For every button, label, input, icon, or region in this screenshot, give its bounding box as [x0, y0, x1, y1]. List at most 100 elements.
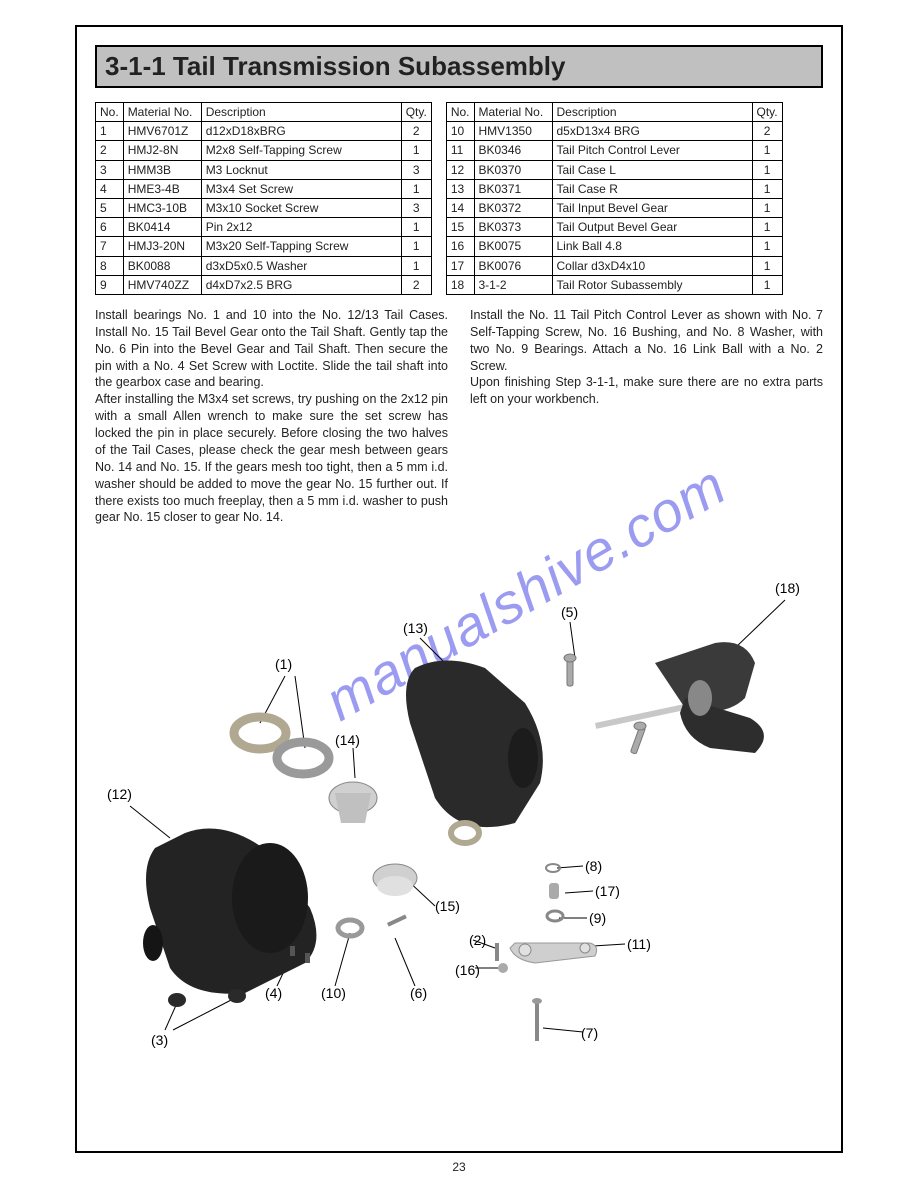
part-input-bevel-gear	[329, 782, 377, 823]
cell-mat: HMV6701Z	[123, 122, 201, 141]
callout-label: (17)	[595, 883, 620, 899]
cell-qty: 2	[752, 122, 782, 141]
exploded-diagram: (1)(12)(13)(14)(5)(18)(15)(2)(8)(17)(9)(…	[95, 548, 823, 1098]
col-mat-header: Material No.	[123, 103, 201, 122]
cell-mat: HMV1350	[474, 122, 552, 141]
callout-label: (1)	[275, 656, 292, 672]
cell-mat: BK0372	[474, 198, 552, 217]
cell-mat: HMJ3-20N	[123, 237, 201, 256]
callout-label: (4)	[265, 985, 282, 1001]
cell-desc: d12xD18xBRG	[201, 122, 401, 141]
cell-no: 15	[446, 218, 474, 237]
col-desc-header: Description	[552, 103, 752, 122]
callout-label: (14)	[335, 732, 360, 748]
instruction-text: Install bearings No. 1 and 10 into the N…	[95, 307, 823, 526]
cell-qty: 1	[401, 141, 431, 160]
cell-qty: 1	[752, 237, 782, 256]
table-row: 8BK0088d3xD5x0.5 Washer1	[96, 256, 432, 275]
table-row: 183-1-2Tail Rotor Subassembly1	[446, 275, 782, 294]
callout-label: (6)	[410, 985, 427, 1001]
table-row: 2HMJ2-8NM2x8 Self-Tapping Screw1	[96, 141, 432, 160]
page-number: 23	[0, 1160, 918, 1174]
col-qty-header: Qty.	[401, 103, 431, 122]
cell-mat: BK0346	[474, 141, 552, 160]
cell-qty: 2	[401, 122, 431, 141]
table-header-row: No. Material No. Description Qty.	[96, 103, 432, 122]
col-no-header: No.	[96, 103, 124, 122]
cell-qty: 3	[401, 198, 431, 217]
cell-no: 10	[446, 122, 474, 141]
cell-no: 9	[96, 275, 124, 294]
cell-no: 12	[446, 160, 474, 179]
cell-desc: Pin 2x12	[201, 218, 401, 237]
cell-desc: Link Ball 4.8	[552, 237, 752, 256]
cell-no: 4	[96, 179, 124, 198]
cell-qty: 1	[752, 160, 782, 179]
cell-qty: 1	[401, 218, 431, 237]
cell-qty: 1	[752, 218, 782, 237]
cell-no: 3	[96, 160, 124, 179]
cell-qty: 1	[401, 179, 431, 198]
callout-label: (12)	[107, 786, 132, 802]
cell-no: 8	[96, 256, 124, 275]
cell-mat: BK0371	[474, 179, 552, 198]
cell-desc: d5xD13x4 BRG	[552, 122, 752, 141]
cell-mat: BK0075	[474, 237, 552, 256]
cell-desc: M3x20 Self-Tapping Screw	[201, 237, 401, 256]
cell-desc: Tail Pitch Control Lever	[552, 141, 752, 160]
cell-no: 14	[446, 198, 474, 217]
cell-no: 2	[96, 141, 124, 160]
col-mat-header: Material No.	[474, 103, 552, 122]
part-pin	[387, 915, 407, 927]
table-row: 11BK0346Tail Pitch Control Lever1	[446, 141, 782, 160]
cell-qty: 3	[401, 160, 431, 179]
table-header-row: No. Material No. Description Qty.	[446, 103, 782, 122]
cell-mat: HMC3-10B	[123, 198, 201, 217]
part-bearing-1	[234, 717, 329, 774]
cell-qty: 1	[752, 198, 782, 217]
table-row: 14BK0372Tail Input Bevel Gear1	[446, 198, 782, 217]
callout-label: (18)	[775, 580, 800, 596]
part-socket-screws	[564, 654, 646, 754]
part-washer-collar-stack	[546, 864, 563, 921]
cell-no: 18	[446, 275, 474, 294]
cell-desc: M2x8 Self-Tapping Screw	[201, 141, 401, 160]
part-tail-case-l	[143, 829, 316, 994]
table-row: 16BK0075Link Ball 4.81	[446, 237, 782, 256]
table-row: 13BK0371Tail Case R1	[446, 179, 782, 198]
cell-mat: 3-1-2	[474, 275, 552, 294]
cell-no: 5	[96, 198, 124, 217]
section-title: 3-1-1 Tail Transmission Subassembly	[95, 45, 823, 88]
cell-mat: HMM3B	[123, 160, 201, 179]
cell-no: 1	[96, 122, 124, 141]
table-row: 3HMM3BM3 Locknut3	[96, 160, 432, 179]
part-bearing-10	[338, 920, 362, 936]
cell-qty: 1	[752, 179, 782, 198]
cell-no: 7	[96, 237, 124, 256]
cell-desc: d4xD7x2.5 BRG	[201, 275, 401, 294]
table-row: 7HMJ3-20NM3x20 Self-Tapping Screw1	[96, 237, 432, 256]
instruction-paragraph: Install bearings No. 1 and 10 into the N…	[95, 307, 448, 391]
instruction-paragraph: Install the No. 11 Tail Pitch Control Le…	[470, 307, 823, 375]
cell-mat: HMJ2-8N	[123, 141, 201, 160]
col-desc-header: Description	[201, 103, 401, 122]
callout-label: (16)	[455, 962, 480, 978]
part-tail-case-r	[406, 661, 543, 828]
cell-qty: 2	[401, 275, 431, 294]
instruction-right-column: Install the No. 11 Tail Pitch Control Le…	[470, 307, 823, 526]
cell-no: 6	[96, 218, 124, 237]
callout-label: (2)	[469, 932, 486, 948]
cell-mat: BK0370	[474, 160, 552, 179]
table-row: 4HME3-4BM3x4 Set Screw1	[96, 179, 432, 198]
cell-desc: Tail Output Bevel Gear	[552, 218, 752, 237]
cell-no: 17	[446, 256, 474, 275]
table-row: 17BK0076Collar d3xD4x101	[446, 256, 782, 275]
cell-no: 16	[446, 237, 474, 256]
table-row: 10HMV1350d5xD13x4 BRG2	[446, 122, 782, 141]
table-row: 12BK0370Tail Case L1	[446, 160, 782, 179]
cell-mat: HMV740ZZ	[123, 275, 201, 294]
cell-no: 11	[446, 141, 474, 160]
instruction-left-column: Install bearings No. 1 and 10 into the N…	[95, 307, 448, 526]
cell-no: 13	[446, 179, 474, 198]
callout-label: (15)	[435, 898, 460, 914]
